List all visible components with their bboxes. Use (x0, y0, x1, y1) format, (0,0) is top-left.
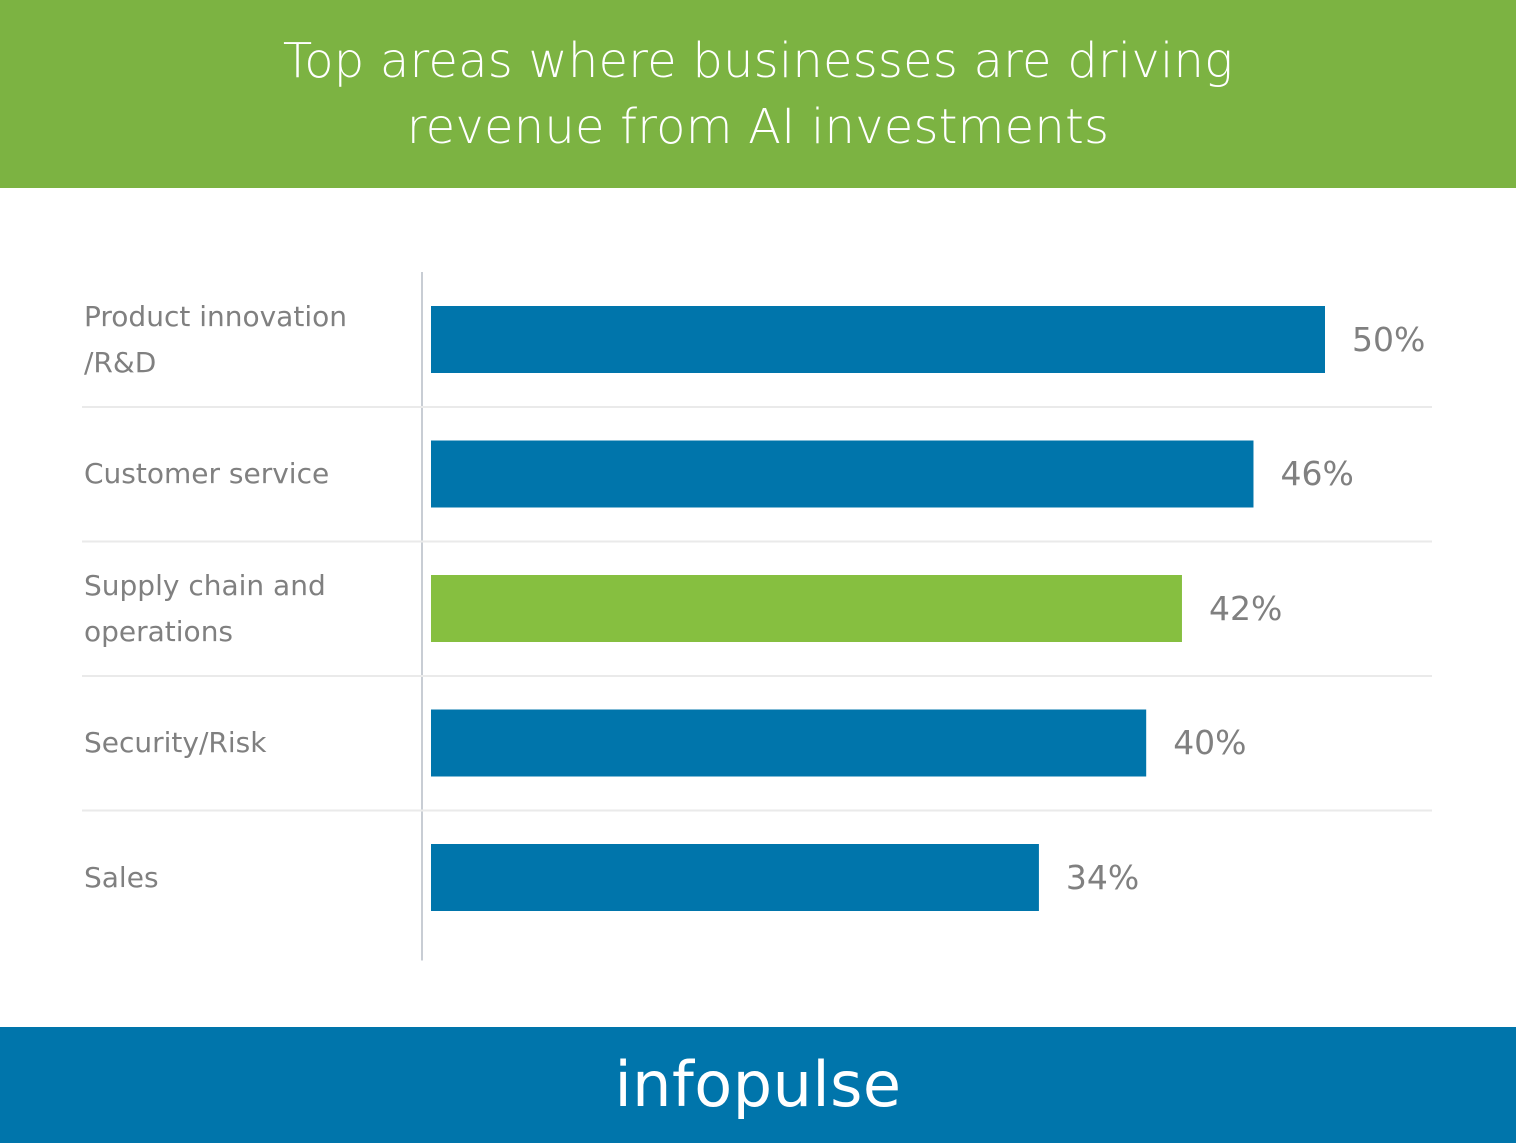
bar (431, 709, 1147, 777)
data-label: 34% (1065, 857, 1140, 897)
chart-header: Top areas where businesses are driving r… (0, 0, 1516, 188)
category-label: Sales (84, 860, 159, 894)
data-label: 50% (1352, 319, 1426, 359)
bar (431, 306, 1325, 373)
chart-title: Top areas where businesses are driving r… (282, 33, 1234, 155)
data-label: 40% (1173, 723, 1247, 762)
bar (431, 440, 1254, 508)
data-label: 46% (1280, 454, 1354, 493)
category-label: Supply chain and operations (84, 568, 326, 648)
bar-chart-svg (82, 272, 1432, 961)
category-label: Product innovation /R&D (84, 299, 347, 379)
data-label: 42% (1208, 588, 1283, 628)
bar (431, 844, 1039, 911)
footer-bar: infopulse (0, 1027, 1516, 1143)
infopulse-logo: infopulse (614, 1047, 902, 1121)
bar-chart: Product innovation /R&D 50% Customer servi… (0, 188, 1516, 1027)
bar (431, 575, 1182, 642)
category-label: Customer service (84, 457, 330, 490)
category-label: Security/Risk (84, 726, 267, 759)
